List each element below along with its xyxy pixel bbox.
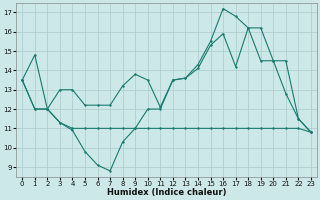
X-axis label: Humidex (Indice chaleur): Humidex (Indice chaleur) (107, 188, 226, 197)
